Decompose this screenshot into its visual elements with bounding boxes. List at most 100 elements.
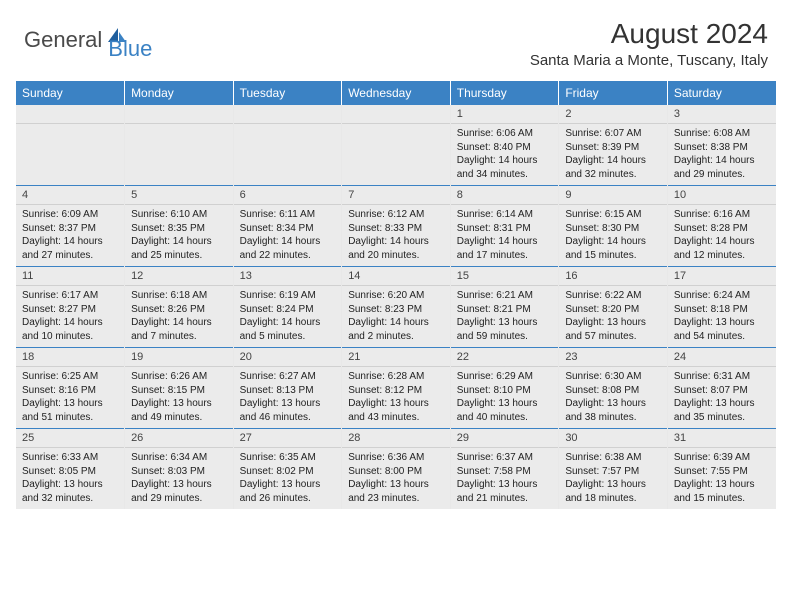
daylight-text-2: and 32 minutes. bbox=[22, 492, 118, 506]
sunset-text: Sunset: 8:37 PM bbox=[22, 222, 118, 236]
sunrise-text: Sunrise: 6:36 AM bbox=[348, 451, 444, 465]
day-number: 15 bbox=[451, 266, 559, 286]
day-number: 30 bbox=[559, 428, 667, 448]
sunset-text: Sunset: 8:39 PM bbox=[565, 141, 661, 155]
day-number: 11 bbox=[16, 266, 124, 286]
sunset-text: Sunset: 8:15 PM bbox=[131, 384, 227, 398]
day-number-cell: 19Sunrise: 6:26 AMSunset: 8:15 PMDayligh… bbox=[125, 347, 234, 428]
sunset-text: Sunset: 7:57 PM bbox=[565, 465, 661, 479]
sunrise-text: Sunrise: 6:34 AM bbox=[131, 451, 227, 465]
day-data: Sunrise: 6:17 AMSunset: 8:27 PMDaylight:… bbox=[16, 286, 124, 347]
daylight-text-1: Daylight: 13 hours bbox=[240, 397, 336, 411]
daylight-text-1: Daylight: 14 hours bbox=[131, 316, 227, 330]
sunrise-text: Sunrise: 6:15 AM bbox=[565, 208, 661, 222]
sunrise-text: Sunrise: 6:10 AM bbox=[131, 208, 227, 222]
day-data: Sunrise: 6:20 AMSunset: 8:23 PMDaylight:… bbox=[342, 286, 450, 347]
day-number-cell: 22Sunrise: 6:29 AMSunset: 8:10 PMDayligh… bbox=[450, 347, 559, 428]
day-data: Sunrise: 6:15 AMSunset: 8:30 PMDaylight:… bbox=[559, 205, 667, 266]
day-data: Sunrise: 6:36 AMSunset: 8:00 PMDaylight:… bbox=[342, 448, 450, 509]
title-block: August 2024 Santa Maria a Monte, Tuscany… bbox=[530, 18, 768, 69]
day-number-cell: 2Sunrise: 6:07 AMSunset: 8:39 PMDaylight… bbox=[559, 105, 668, 185]
sunrise-text: Sunrise: 6:30 AM bbox=[565, 370, 661, 384]
day-number: 1 bbox=[451, 105, 559, 124]
day-data: Sunrise: 6:37 AMSunset: 7:58 PMDaylight:… bbox=[451, 448, 559, 509]
day-number-cell: 18Sunrise: 6:25 AMSunset: 8:16 PMDayligh… bbox=[16, 347, 125, 428]
week-number-row: 1 Sunrise: 6:06 AMSunset: 8:40 PMDaylight… bbox=[16, 105, 776, 185]
day-number: 18 bbox=[16, 347, 124, 367]
daylight-text-1: Daylight: 14 hours bbox=[674, 235, 770, 249]
day-data bbox=[342, 124, 450, 131]
week-number-row: 25Sunrise: 6:33 AMSunset: 8:05 PMDayligh… bbox=[16, 428, 776, 509]
daylight-text-1: Daylight: 14 hours bbox=[22, 235, 118, 249]
sunrise-text: Sunrise: 6:07 AM bbox=[565, 127, 661, 141]
week-number-row: 18Sunrise: 6:25 AMSunset: 8:16 PMDayligh… bbox=[16, 347, 776, 428]
day-number-cell: 9Sunrise: 6:15 AMSunset: 8:30 PMDaylight… bbox=[559, 185, 668, 266]
day-number-cell: 12Sunrise: 6:18 AMSunset: 8:26 PMDayligh… bbox=[125, 266, 234, 347]
sunset-text: Sunset: 8:33 PM bbox=[348, 222, 444, 236]
day-number: 19 bbox=[125, 347, 233, 367]
sunset-text: Sunset: 8:31 PM bbox=[457, 222, 553, 236]
daylight-text-2: and 20 minutes. bbox=[348, 249, 444, 263]
daylight-text-1: Daylight: 13 hours bbox=[348, 478, 444, 492]
sunrise-text: Sunrise: 6:26 AM bbox=[131, 370, 227, 384]
sunset-text: Sunset: 8:40 PM bbox=[457, 141, 553, 155]
day-number: 31 bbox=[668, 428, 776, 448]
daylight-text-2: and 17 minutes. bbox=[457, 249, 553, 263]
day-number: 10 bbox=[668, 185, 776, 205]
daylight-text-1: Daylight: 13 hours bbox=[674, 397, 770, 411]
day-number bbox=[16, 105, 124, 124]
daylight-text-2: and 23 minutes. bbox=[348, 492, 444, 506]
day-number-cell: 1 Sunrise: 6:06 AMSunset: 8:40 PMDaylight… bbox=[450, 105, 559, 185]
sunset-text: Sunset: 8:26 PM bbox=[131, 303, 227, 317]
daylight-text-1: Daylight: 13 hours bbox=[457, 397, 553, 411]
day-number-cell: 3Sunrise: 6:08 AMSunset: 8:38 PMDaylight… bbox=[667, 105, 776, 185]
sunrise-text: Sunrise: 6:06 AM bbox=[457, 127, 553, 141]
sunset-text: Sunset: 8:05 PM bbox=[22, 465, 118, 479]
day-data: Sunrise: 6:18 AMSunset: 8:26 PMDaylight:… bbox=[125, 286, 233, 347]
sunset-text: Sunset: 8:02 PM bbox=[240, 465, 336, 479]
week-number-row: 4Sunrise: 6:09 AMSunset: 8:37 PMDaylight… bbox=[16, 185, 776, 266]
sunset-text: Sunset: 8:28 PM bbox=[674, 222, 770, 236]
day-data: Sunrise: 6:27 AMSunset: 8:13 PMDaylight:… bbox=[234, 367, 342, 428]
daylight-text-2: and 27 minutes. bbox=[22, 249, 118, 263]
day-number bbox=[234, 105, 342, 124]
day-number-cell bbox=[125, 105, 234, 185]
daylight-text-1: Daylight: 14 hours bbox=[348, 235, 444, 249]
sunset-text: Sunset: 8:18 PM bbox=[674, 303, 770, 317]
day-data: Sunrise: 6:31 AMSunset: 8:07 PMDaylight:… bbox=[668, 367, 776, 428]
day-data: Sunrise: 6:26 AMSunset: 8:15 PMDaylight:… bbox=[125, 367, 233, 428]
day-number: 24 bbox=[668, 347, 776, 367]
daylight-text-1: Daylight: 13 hours bbox=[22, 478, 118, 492]
daylight-text-1: Daylight: 13 hours bbox=[131, 478, 227, 492]
header: General Blue August 2024 Santa Maria a M… bbox=[0, 0, 792, 75]
day-number: 4 bbox=[16, 185, 124, 205]
sunrise-text: Sunrise: 6:28 AM bbox=[348, 370, 444, 384]
day-number-cell: 16Sunrise: 6:22 AMSunset: 8:20 PMDayligh… bbox=[559, 266, 668, 347]
day-data: Sunrise: 6:10 AMSunset: 8:35 PMDaylight:… bbox=[125, 205, 233, 266]
day-number bbox=[125, 105, 233, 124]
sunrise-text: Sunrise: 6:16 AM bbox=[674, 208, 770, 222]
day-number-cell: 28Sunrise: 6:36 AMSunset: 8:00 PMDayligh… bbox=[342, 428, 451, 509]
day-data: Sunrise: 6:07 AMSunset: 8:39 PMDaylight:… bbox=[559, 124, 667, 185]
day-number-cell: 8Sunrise: 6:14 AMSunset: 8:31 PMDaylight… bbox=[450, 185, 559, 266]
daylight-text-2: and 40 minutes. bbox=[457, 411, 553, 425]
sunset-text: Sunset: 8:16 PM bbox=[22, 384, 118, 398]
daylight-text-2: and 46 minutes. bbox=[240, 411, 336, 425]
logo-text-blue: Blue bbox=[108, 36, 152, 62]
daylight-text-2: and 59 minutes. bbox=[457, 330, 553, 344]
sunset-text: Sunset: 7:58 PM bbox=[457, 465, 553, 479]
day-number-cell bbox=[233, 105, 342, 185]
location-subtitle: Santa Maria a Monte, Tuscany, Italy bbox=[530, 52, 768, 69]
sunset-text: Sunset: 8:21 PM bbox=[457, 303, 553, 317]
day-data bbox=[16, 124, 124, 131]
day-data: Sunrise: 6:39 AMSunset: 7:55 PMDaylight:… bbox=[668, 448, 776, 509]
day-data: Sunrise: 6:33 AMSunset: 8:05 PMDaylight:… bbox=[16, 448, 124, 509]
daylight-text-1: Daylight: 13 hours bbox=[565, 316, 661, 330]
daylight-text-2: and 49 minutes. bbox=[131, 411, 227, 425]
daylight-text-1: Daylight: 14 hours bbox=[457, 154, 553, 168]
day-data: Sunrise: 6:30 AMSunset: 8:08 PMDaylight:… bbox=[559, 367, 667, 428]
sunrise-text: Sunrise: 6:35 AM bbox=[240, 451, 336, 465]
daylight-text-1: Daylight: 14 hours bbox=[240, 316, 336, 330]
day-header: Friday bbox=[559, 81, 668, 105]
sunrise-text: Sunrise: 6:09 AM bbox=[22, 208, 118, 222]
